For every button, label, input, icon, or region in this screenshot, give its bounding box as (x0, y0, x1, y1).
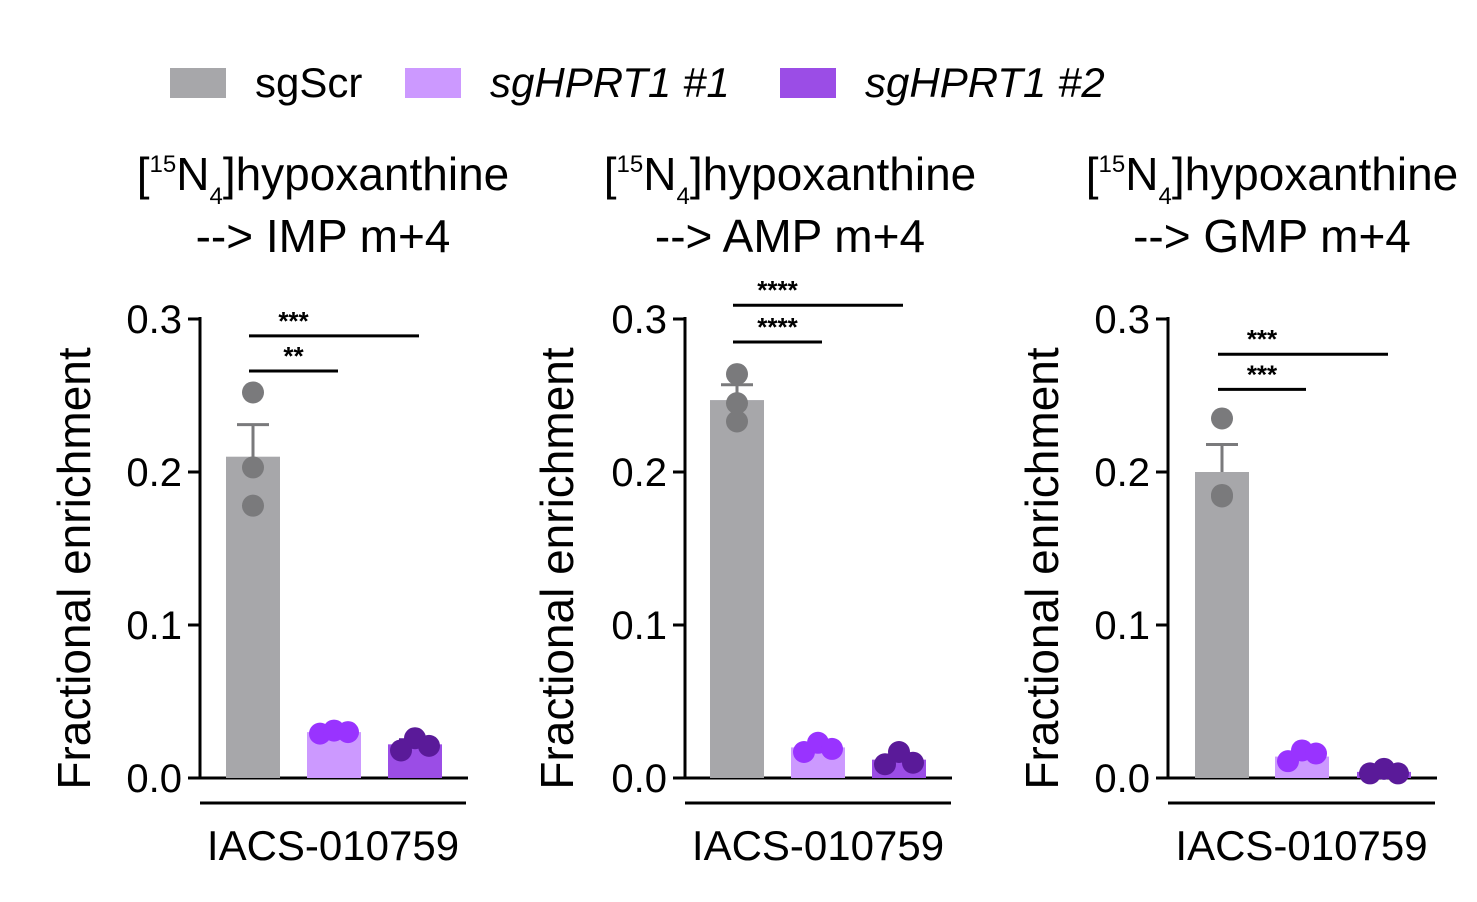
title-bracket-open: [ (1086, 148, 1099, 200)
y-axis-label: Fractional enrichment (48, 347, 100, 790)
y-axis-label: Fractional enrichment (1016, 347, 1068, 790)
y-tick-label: 0.1 (1094, 604, 1150, 648)
title-element: N (176, 148, 209, 200)
significance-label-2: ** (283, 341, 304, 371)
y-tick-label: 0.3 (1094, 298, 1150, 342)
title-superscript: 15 (1099, 151, 1126, 178)
legend-swatch-1 (170, 68, 226, 98)
chart-title-line1: [15N4]hypoxanthine (604, 148, 977, 210)
data-point (1387, 762, 1409, 785)
y-tick-label: 0.0 (1094, 757, 1150, 801)
legend-label-2: sgHPRT1 #1 (490, 59, 730, 106)
title-bracket-open: [ (604, 148, 617, 200)
data-point (726, 410, 748, 433)
title-element: N (1125, 148, 1158, 200)
bar-1 (1195, 472, 1249, 778)
chart-title-line1: [15N4]hypoxanthine (1086, 148, 1459, 210)
y-tick-label: 0.2 (611, 451, 667, 495)
legend-label-3: sgHPRT1 #2 (865, 59, 1105, 106)
x-group-label: IACS-010759 (692, 822, 944, 869)
data-point (337, 721, 359, 744)
title-subscript: 4 (1158, 183, 1171, 210)
data-point (1211, 483, 1233, 506)
legend-swatch-2 (405, 68, 461, 98)
data-point (1305, 742, 1327, 765)
data-point (726, 392, 748, 415)
title-suffix: ]hypoxanthine (223, 148, 509, 200)
y-tick-label: 0.3 (126, 298, 182, 342)
data-point (821, 737, 843, 760)
significance-label-1: **** (757, 275, 798, 305)
data-point (902, 751, 924, 774)
legend-swatch-3 (780, 68, 836, 98)
legend: sgScr sgHPRT1 #1 sgHPRT1 #2 (170, 59, 1105, 106)
y-tick-label: 0.2 (1094, 451, 1150, 495)
x-group-label: IACS-010759 (1175, 822, 1427, 869)
significance-label-2: **** (757, 312, 798, 342)
title-subscript: 4 (209, 183, 222, 210)
data-point (726, 363, 748, 386)
bar-1 (710, 400, 764, 778)
y-tick-label: 0.3 (611, 298, 667, 342)
data-point (418, 734, 440, 757)
chart-title-line2: --> AMP m+4 (655, 210, 925, 262)
data-point (242, 456, 264, 479)
significance-label-1: *** (278, 306, 309, 336)
title-subscript: 4 (676, 183, 689, 210)
y-axis-label: Fractional enrichment (531, 347, 583, 790)
panels: [15N4]hypoxanthine--> IMP m+4Fractional … (48, 148, 1458, 869)
chart-title-line1: [15N4]hypoxanthine (137, 148, 510, 210)
significance-label-1: *** (1247, 324, 1278, 354)
significance-label-2: *** (1247, 359, 1278, 389)
y-tick-label: 0.0 (126, 757, 182, 801)
chart-panel-3: [15N4]hypoxanthine--> GMP m+4Fractional … (1016, 148, 1458, 869)
title-element: N (643, 148, 676, 200)
data-point (242, 494, 264, 517)
y-tick-label: 0.2 (126, 451, 182, 495)
chart-title-line2: --> IMP m+4 (196, 210, 451, 262)
chart-panel-1: [15N4]hypoxanthine--> IMP m+4Fractional … (48, 148, 509, 869)
title-bracket-open: [ (137, 148, 150, 200)
title-superscript: 15 (617, 151, 644, 178)
y-tick-label: 0.1 (126, 604, 182, 648)
y-tick-label: 0.1 (611, 604, 667, 648)
data-point (242, 381, 264, 404)
x-group-label: IACS-010759 (207, 822, 459, 869)
title-suffix: ]hypoxanthine (690, 148, 976, 200)
title-superscript: 15 (150, 151, 177, 178)
title-suffix: ]hypoxanthine (1172, 148, 1458, 200)
chart-panel-2: [15N4]hypoxanthine--> AMP m+4Fractional … (531, 148, 976, 869)
legend-label-1: sgScr (255, 59, 362, 106)
chart-title-line2: --> GMP m+4 (1133, 210, 1411, 262)
y-tick-label: 0.0 (611, 757, 667, 801)
data-point (1211, 407, 1233, 430)
